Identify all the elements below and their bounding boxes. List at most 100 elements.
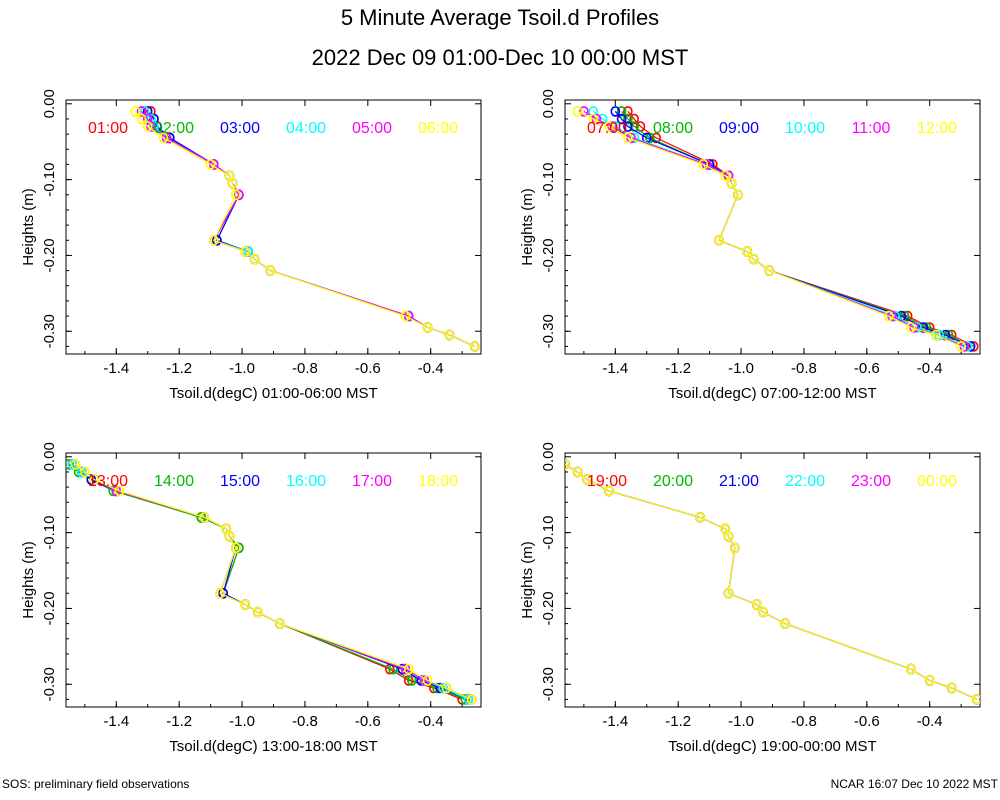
- legend-entry-09:00: 09:00: [719, 120, 759, 137]
- x-tick-label: -1.4: [103, 360, 129, 377]
- legend-entry-14:00: 14:00: [154, 473, 194, 490]
- data-point: [723, 587, 734, 599]
- data-point: [249, 253, 260, 265]
- series-line-02:00: [147, 111, 475, 347]
- data-point: [572, 106, 583, 117]
- data-point: [924, 675, 935, 686]
- y-tick-label: -0.20: [540, 591, 557, 625]
- legend-entry-23:00: 23:00: [851, 473, 891, 490]
- x-tick-label: -0.6: [355, 360, 381, 377]
- data-point: [136, 113, 147, 125]
- x-tick-label: -0.4: [917, 360, 943, 377]
- data-point: [441, 682, 452, 694]
- data-point: [764, 265, 775, 276]
- data-point: [751, 599, 762, 610]
- legend-entry-20:00: 20:00: [653, 473, 693, 490]
- data-point: [460, 694, 471, 705]
- data-point: [252, 606, 263, 618]
- data-point: [972, 694, 980, 705]
- figure-subtitle: 2022 Dec 09 01:00-Dec 10 00:00 MST: [311, 45, 689, 70]
- data-point: [215, 587, 225, 599]
- data-point: [758, 606, 768, 618]
- legend-entry-21:00: 21:00: [719, 473, 759, 490]
- x-tick-label: -0.4: [917, 713, 943, 730]
- data-point: [158, 132, 169, 144]
- x-tick-label: -1.2: [166, 360, 192, 377]
- legend-entry-19:00: 19:00: [587, 473, 627, 490]
- x-tick-label: -0.4: [418, 360, 444, 377]
- data-point: [610, 106, 621, 117]
- legend-entry-11:00: 11:00: [852, 120, 891, 137]
- data-point: [720, 170, 731, 182]
- series-line-15:00: [71, 463, 469, 700]
- data-point: [918, 322, 929, 333]
- y-tick-label: -0.20: [41, 238, 58, 272]
- figure-title: 5 Minute Average Tsoil.d Profiles: [340, 5, 660, 30]
- data-layer: [66, 459, 477, 705]
- y-tick-label: -0.10: [540, 516, 557, 550]
- y-tick-label: 0.00: [540, 89, 557, 118]
- x-tick-label: -1.0: [728, 713, 754, 730]
- data-point: [199, 512, 210, 523]
- x-tick-label: -0.6: [854, 360, 880, 377]
- y-tick-label: -0.20: [41, 591, 58, 625]
- plot-frame: [564, 452, 981, 708]
- data-point: [142, 121, 153, 132]
- legend-entry-05:00: 05:00: [352, 120, 392, 137]
- series-line-21:00: [565, 463, 978, 700]
- data-point: [623, 132, 633, 144]
- data-point: [80, 466, 90, 478]
- chart-panel-3: -1.4 -1.2 -1.0 -0.8 -0.6 -0.4 0.00 -0.10 -0.20 -0…: [20, 442, 482, 755]
- data-point: [403, 663, 414, 675]
- series-line-07:00: [627, 111, 974, 347]
- data-point: [146, 121, 156, 132]
- data-point: [234, 542, 244, 554]
- data-point: [742, 246, 753, 257]
- series-line-01:00: [150, 111, 475, 347]
- x-axis-label: Tsoil.d(degC) 07:00-12:00 MST: [668, 385, 876, 402]
- data-point: [616, 113, 627, 125]
- y-tick-label: -0.30: [41, 314, 58, 348]
- data-point: [565, 459, 570, 470]
- data-point: [130, 106, 140, 117]
- legend-entry-18:00: 18:00: [418, 473, 458, 490]
- chart-panel-2: -1.4 -1.2 -1.0 -0.8 -0.6 -0.4 0.00 -0.10 -0.20 -0…: [519, 89, 981, 402]
- x-axis-label: Tsoil.d(degC) 19:00-00:00 MST: [668, 738, 876, 755]
- y-axis-label: Heights (m): [20, 188, 37, 266]
- y-tick-label: -0.30: [41, 667, 58, 701]
- data-point: [218, 587, 228, 599]
- legend-entry-00:00: 00:00: [917, 473, 957, 490]
- x-tick-label: -1.4: [103, 713, 129, 730]
- data-point: [240, 599, 250, 610]
- data-point: [422, 322, 433, 333]
- y-tick-label: -0.20: [540, 238, 557, 272]
- x-tick-label: -0.8: [791, 360, 817, 377]
- data-point: [629, 113, 640, 125]
- data-point: [136, 106, 147, 117]
- legend-entry-16:00: 16:00: [286, 473, 326, 490]
- data-point: [623, 106, 633, 117]
- data-point: [956, 341, 966, 352]
- y-tick-label: 0.00: [41, 89, 58, 118]
- data-point: [748, 253, 759, 265]
- legend-entry-07:00: 07:00: [587, 120, 627, 137]
- data-point: [466, 694, 477, 705]
- y-tick-label: -0.10: [540, 163, 557, 197]
- x-axis-label: Tsoil.d(degC) 01:00-06:00 MST: [169, 385, 377, 402]
- y-axis-label: Heights (m): [519, 541, 536, 619]
- data-point: [469, 341, 480, 352]
- data-point: [729, 542, 740, 554]
- y-tick-label: -0.10: [41, 516, 58, 550]
- data-point: [231, 189, 241, 201]
- plot-frame: [65, 99, 482, 355]
- data-point: [70, 459, 81, 470]
- data-point: [224, 531, 235, 542]
- data-point: [623, 121, 633, 132]
- data-point: [733, 189, 743, 201]
- x-tick-label: -1.2: [665, 713, 691, 730]
- chart-panel-1: -1.4 -1.2 -1.0 -0.8 -0.6 -0.4 0.00 -0.10 -0.20 -0…: [20, 89, 482, 402]
- data-point: [406, 675, 417, 686]
- series-line-12:00: [577, 110, 962, 347]
- x-tick-label: -0.8: [292, 360, 318, 377]
